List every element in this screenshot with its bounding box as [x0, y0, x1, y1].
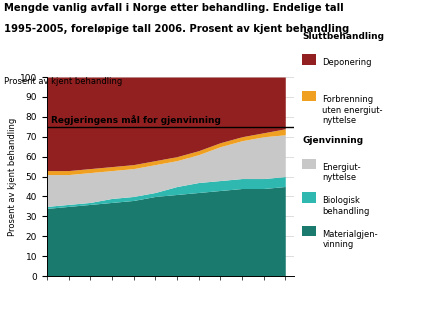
Text: Materialgjen-
vinning: Materialgjen- vinning: [322, 230, 378, 249]
Text: Prosent av kjent behandling: Prosent av kjent behandling: [4, 77, 123, 86]
Text: Sluttbehandling: Sluttbehandling: [302, 32, 384, 41]
Text: Regjeringens mål for gjenvinning: Regjeringens mål for gjenvinning: [51, 115, 221, 125]
Text: Deponering: Deponering: [322, 58, 372, 67]
Text: Gjenvinning: Gjenvinning: [302, 136, 363, 145]
Text: Forbrenning
uten energiut-
nyttelse: Forbrenning uten energiut- nyttelse: [322, 95, 383, 125]
Text: Biologisk
behandling: Biologisk behandling: [322, 196, 370, 216]
Text: Mengde vanlig avfall i Norge etter behandling. Endelige tall: Mengde vanlig avfall i Norge etter behan…: [4, 3, 344, 13]
Text: Energiut-
nyttelse: Energiut- nyttelse: [322, 163, 361, 182]
Text: 1995-2005, foreløpige tall 2006. Prosent av kjent behandling: 1995-2005, foreløpige tall 2006. Prosent…: [4, 24, 349, 34]
Y-axis label: Prosent av kjent behandling: Prosent av kjent behandling: [8, 117, 17, 236]
